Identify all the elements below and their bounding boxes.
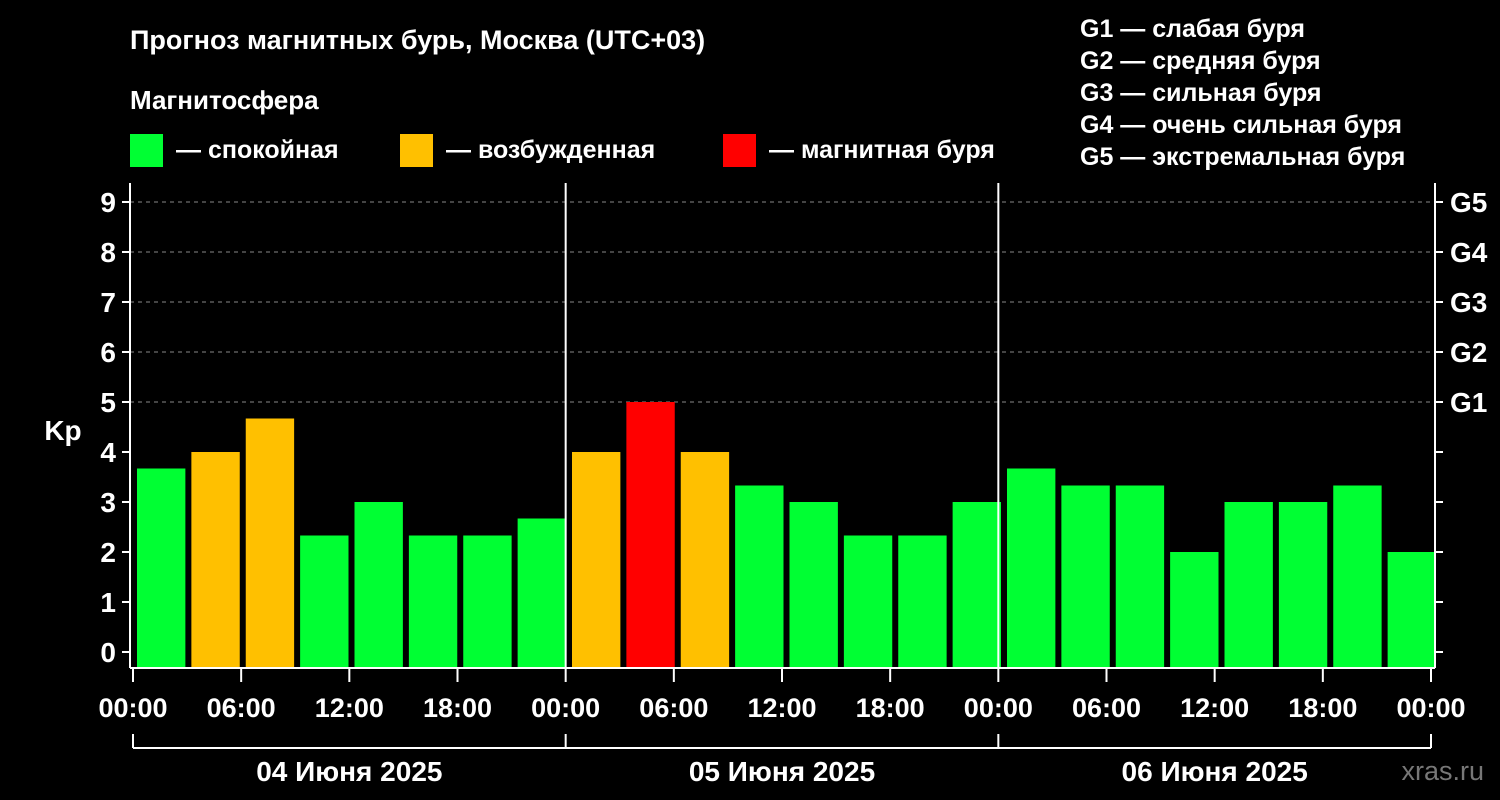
day-label: 06 Июня 2025 <box>1122 756 1308 787</box>
day-label: 04 Июня 2025 <box>256 756 442 787</box>
legend-label-storm: — магнитная буря <box>769 136 995 164</box>
g-scale-legend: G1 — слабая буря G2 — средняя буря G3 — си… <box>1080 15 1405 171</box>
g-legend-item: G2 — средняя буря <box>1080 47 1321 75</box>
g-tick-label: G4 <box>1450 237 1488 268</box>
bar <box>952 502 1001 668</box>
g-tick-label: G2 <box>1450 337 1487 368</box>
bar <box>626 402 675 668</box>
bar <box>572 452 621 668</box>
bar <box>1224 502 1273 668</box>
y-ticks: 0 1 2 3 4 5 6 7 8 9 <box>100 187 1443 668</box>
g-tick-label: G5 <box>1450 187 1487 218</box>
bar <box>191 452 240 668</box>
day-labels: 04 Июня 2025 05 Июня 2025 06 Июня 2025 <box>132 734 1432 787</box>
x-ticks: 00:00 06:00 12:00 18:00 00:00 06:00 12:00 18:00… <box>98 668 1466 723</box>
bar <box>245 418 295 668</box>
x-tick-label: 00:00 <box>531 693 600 723</box>
legend-label-active: — возбужденная <box>446 136 655 164</box>
bar <box>517 518 566 668</box>
x-tick-label: 06:00 <box>1072 693 1141 723</box>
y-tick-label: 6 <box>100 337 116 368</box>
watermark: xras.ru <box>1401 756 1484 786</box>
y-axis-label: Kp <box>44 415 81 446</box>
g-legend-item: G4 — очень сильная буря <box>1080 111 1402 139</box>
x-tick-label: 18:00 <box>856 693 925 723</box>
x-tick-label: 12:00 <box>315 693 384 723</box>
g-legend-item: G3 — сильная буря <box>1080 79 1322 107</box>
y-tick-label: 0 <box>100 637 116 668</box>
bar <box>898 535 947 668</box>
g-tick-label: G3 <box>1450 287 1487 318</box>
bar <box>735 485 784 668</box>
bar <box>789 502 838 668</box>
bar <box>1278 502 1328 668</box>
x-tick-label: 00:00 <box>1396 693 1465 723</box>
legend-swatch-quiet <box>130 134 163 167</box>
bar <box>354 502 403 668</box>
y-tick-label: 9 <box>100 187 116 218</box>
x-tick-label: 00:00 <box>98 693 167 723</box>
x-tick-label: 18:00 <box>1288 693 1357 723</box>
legend-heading: Магнитосфера <box>130 85 319 115</box>
g-legend-item: G5 — экстремальная буря <box>1080 143 1405 171</box>
chart-title: Прогноз магнитных бурь, Москва (UTC+03) <box>130 25 705 55</box>
y-tick-label: 3 <box>100 487 116 518</box>
bars <box>137 402 1436 668</box>
bar <box>843 535 893 668</box>
y-tick-label: 1 <box>100 587 116 618</box>
bar <box>137 468 186 668</box>
day-label: 05 Июня 2025 <box>689 756 875 787</box>
g-ticks: G1 G2 G3 G4 G5 <box>1450 187 1488 418</box>
bar <box>1387 552 1436 668</box>
x-tick-label: 18:00 <box>423 693 492 723</box>
x-tick-label: 12:00 <box>1180 693 1249 723</box>
grid-lines <box>130 201 1435 403</box>
bar <box>300 535 349 668</box>
bar <box>680 452 730 668</box>
g-legend-item: G1 — слабая буря <box>1080 15 1305 43</box>
y-tick-label: 8 <box>100 237 116 268</box>
bar <box>1115 485 1165 668</box>
bar <box>463 535 512 668</box>
bar <box>408 535 458 668</box>
x-tick-label: 00:00 <box>964 693 1033 723</box>
y-tick-label: 5 <box>100 387 116 418</box>
legend: — спокойная — возбужденная — магнитная бур… <box>130 134 995 167</box>
bar <box>1333 485 1382 668</box>
bar <box>1007 468 1056 668</box>
legend-swatch-active <box>400 134 433 167</box>
legend-label-quiet: — спокойная <box>176 136 339 164</box>
bar <box>1061 485 1110 668</box>
legend-swatch-storm <box>723 134 756 167</box>
y-tick-label: 4 <box>100 437 116 468</box>
day-dividers <box>564 183 1000 668</box>
y-tick-label: 2 <box>100 537 116 568</box>
x-tick-label: 12:00 <box>747 693 816 723</box>
x-tick-label: 06:00 <box>207 693 276 723</box>
x-tick-label: 06:00 <box>639 693 708 723</box>
bar <box>1170 552 1219 668</box>
y-tick-label: 7 <box>100 287 116 318</box>
g-tick-label: G1 <box>1450 387 1487 418</box>
